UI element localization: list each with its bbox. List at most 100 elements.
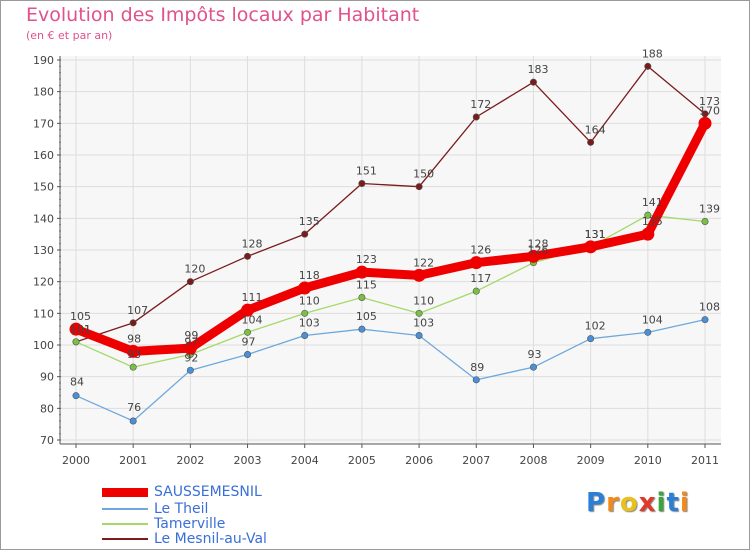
data-label-saussemesnil-2008: 128 bbox=[527, 237, 548, 250]
data-label-tamerville-2000: 101 bbox=[70, 323, 91, 336]
x-tick-label-2007: 2007 bbox=[462, 454, 490, 467]
point-le-mesnil-au-val-2009 bbox=[587, 138, 595, 146]
point-le-mesnil-au-val-2003 bbox=[244, 252, 252, 260]
x-tick-label-2001: 2001 bbox=[119, 454, 147, 467]
x-tick-label-2000: 2000 bbox=[62, 454, 90, 467]
data-label-le-theil-2005: 105 bbox=[356, 310, 377, 323]
data-label-le-mesnil-au-val-2003: 128 bbox=[242, 237, 263, 250]
data-label-saussemesnil-2000: 105 bbox=[70, 310, 91, 323]
data-label-le-mesnil-au-val-2011: 173 bbox=[699, 95, 720, 108]
point-saussemesnil-2002 bbox=[183, 341, 197, 355]
data-label-saussemesnil-2004: 118 bbox=[299, 269, 320, 282]
y-tick-label-130: 130 bbox=[33, 244, 54, 257]
legend-swatch-le-theil bbox=[102, 508, 148, 510]
data-label-le-mesnil-au-val-2008: 183 bbox=[527, 63, 548, 76]
data-label-le-theil-2002: 92 bbox=[184, 351, 198, 364]
point-saussemesnil-2003 bbox=[241, 303, 255, 317]
data-label-le-mesnil-au-val-2000: 101 bbox=[70, 323, 91, 336]
data-label-tamerville-2003: 104 bbox=[242, 313, 263, 326]
data-label-saussemesnil-2006: 122 bbox=[413, 256, 434, 269]
series-layer bbox=[69, 62, 712, 425]
data-label-le-mesnil-au-val-2005: 151 bbox=[356, 165, 377, 178]
data-label-tamerville-2007: 117 bbox=[470, 272, 491, 285]
logo-letter: x bbox=[638, 488, 657, 518]
data-label-tamerville-2005: 115 bbox=[356, 279, 377, 292]
legend-label-saussemesnil: SAUSSEMESNIL bbox=[154, 484, 262, 500]
data-label-saussemesnil-2001: 98 bbox=[127, 332, 141, 345]
data-label-le-theil-2003: 97 bbox=[242, 336, 256, 349]
data-label-le-theil-2007: 89 bbox=[470, 361, 484, 374]
y-tick-label-150: 150 bbox=[33, 181, 54, 194]
point-le-theil-2000 bbox=[72, 392, 80, 400]
data-label-tamerville-2006: 110 bbox=[413, 294, 434, 307]
x-tick-label-2002: 2002 bbox=[176, 454, 204, 467]
point-le-theil-2010 bbox=[644, 328, 652, 336]
legend-item-tamerville: Tamerville bbox=[102, 516, 225, 532]
point-saussemesnil-2011 bbox=[698, 116, 712, 130]
legend-label-le-theil: Le Theil bbox=[154, 501, 209, 517]
data-label-le-mesnil-au-val-2002: 120 bbox=[184, 263, 205, 276]
x-tick-label-2004: 2004 bbox=[291, 454, 319, 467]
point-saussemesnil-2006 bbox=[412, 268, 426, 282]
point-le-mesnil-au-val-2006 bbox=[415, 183, 423, 191]
logo-letter: t bbox=[666, 488, 680, 518]
data-label-le-theil-2001: 76 bbox=[127, 401, 141, 414]
data-label-saussemesnil-2011: 170 bbox=[699, 104, 720, 117]
point-saussemesnil-2001 bbox=[126, 344, 140, 358]
data-label-saussemesnil-2007: 126 bbox=[470, 244, 491, 257]
point-tamerville-2006 bbox=[415, 309, 423, 317]
point-le-theil-2009 bbox=[587, 335, 595, 343]
point-le-mesnil-au-val-2010 bbox=[644, 62, 652, 70]
point-saussemesnil-2005 bbox=[355, 265, 369, 279]
point-saussemesnil-2007 bbox=[469, 256, 483, 270]
y-tick-label-120: 120 bbox=[33, 276, 54, 289]
series-line-le-mesnil-au-val bbox=[75, 65, 706, 343]
point-saussemesnil-2010 bbox=[641, 227, 655, 241]
point-tamerville-2011 bbox=[701, 218, 709, 226]
point-le-theil-2006 bbox=[415, 331, 423, 339]
point-le-mesnil-au-val-2001 bbox=[129, 319, 137, 327]
x-tick-label-2003: 2003 bbox=[234, 454, 262, 467]
point-saussemesnil-2004 bbox=[298, 281, 312, 295]
point-le-theil-2011 bbox=[701, 316, 709, 324]
legend-item-le-mesnil-au-val: Le Mesnil-au-Val bbox=[102, 531, 267, 547]
data-label-saussemesnil-2009: 131 bbox=[585, 228, 606, 241]
point-le-theil-2005 bbox=[358, 325, 366, 333]
data-label-tamerville-2001: 93 bbox=[127, 348, 141, 361]
point-tamerville-2010 bbox=[644, 211, 652, 219]
logo-letter: P bbox=[586, 488, 607, 518]
logo-letter: i bbox=[656, 488, 667, 518]
point-tamerville-2004 bbox=[301, 309, 309, 317]
point-le-mesnil-au-val-2004 bbox=[301, 230, 309, 238]
point-le-theil-2008 bbox=[529, 363, 537, 371]
data-label-le-mesnil-au-val-2007: 172 bbox=[470, 98, 491, 111]
legend-label-tamerville: Tamerville bbox=[154, 516, 226, 532]
grid-layer bbox=[60, 56, 721, 444]
point-le-mesnil-au-val-2008 bbox=[529, 78, 537, 86]
chart-title: Evolution des Impôts locaux par Habitant bbox=[26, 4, 420, 26]
point-saussemesnil-2008 bbox=[526, 249, 540, 263]
data-label-le-mesnil-au-val-2010: 188 bbox=[642, 47, 663, 60]
data-label-le-mesnil-au-val-2006: 150 bbox=[413, 168, 434, 181]
y-tick-label-110: 110 bbox=[33, 307, 54, 320]
data-label-le-mesnil-au-val-2004: 135 bbox=[299, 215, 320, 228]
point-tamerville-2005 bbox=[358, 293, 366, 301]
proxiti-logo: Proxiti bbox=[586, 488, 690, 518]
y-tick-label-190: 190 bbox=[33, 54, 54, 67]
point-tamerville-2003 bbox=[244, 328, 252, 336]
y-tick-label-90: 90 bbox=[40, 371, 54, 384]
point-le-theil-2002 bbox=[186, 366, 194, 374]
data-label-le-theil-2000: 84 bbox=[70, 376, 84, 389]
data-label-le-theil-2009: 102 bbox=[585, 320, 606, 333]
x-tick-label-2008: 2008 bbox=[519, 454, 547, 467]
data-label-le-theil-2008: 93 bbox=[527, 348, 541, 361]
point-le-mesnil-au-val-2005 bbox=[358, 180, 366, 188]
data-label-saussemesnil-2010: 135 bbox=[642, 215, 663, 228]
data-label-le-theil-2010: 104 bbox=[642, 313, 663, 326]
legend-swatch-saussemesnil bbox=[102, 487, 148, 497]
data-label-saussemesnil-2002: 99 bbox=[184, 329, 198, 342]
data-label-tamerville-2010: 141 bbox=[642, 196, 663, 209]
point-tamerville-2007 bbox=[472, 287, 480, 295]
